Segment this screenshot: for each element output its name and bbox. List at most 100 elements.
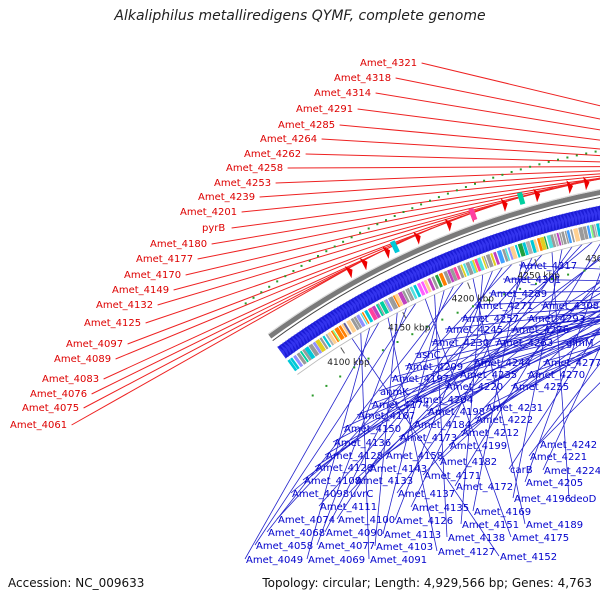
gene-arrow (486, 235, 493, 251)
cog-segment (481, 256, 488, 269)
gene-label: Amet_4301 (504, 275, 561, 286)
gc-dot (252, 296, 255, 299)
gene-label: Amet_4285 (278, 120, 335, 131)
gene-arrow (536, 220, 542, 236)
leader-line (438, 313, 600, 462)
gene-arrow-track (277, 205, 600, 359)
skew-dot (583, 269, 586, 272)
tick-mark (340, 347, 345, 354)
gene-label: Amet_4076 (30, 389, 87, 400)
genome-info-text: Topology: circular; Length: 4,929,566 bp… (262, 576, 592, 590)
cog-segment (514, 244, 521, 258)
gc-dot (420, 203, 423, 206)
gc-dot (510, 171, 513, 173)
cog-segment (472, 259, 479, 273)
leader-line (91, 240, 404, 395)
gene-label: Amet_4170 (124, 270, 181, 281)
gene-label: Amet_4277 (544, 358, 600, 369)
gc-dot (429, 199, 431, 202)
leader-line (211, 178, 600, 245)
cog-segment (539, 236, 547, 251)
gene-arrow (592, 206, 598, 222)
gene-label: Amet_4209 (406, 362, 463, 373)
gene-label: Amet_4133 (356, 476, 413, 487)
gene-label: Amet_4149 (112, 285, 169, 296)
gene-label: Amet_4198 (428, 407, 485, 418)
gc-dot (437, 196, 440, 199)
cog-segment (325, 333, 335, 346)
leader-line (444, 333, 600, 387)
gene-label: Amet_4175 (512, 533, 569, 544)
gene-label: Amet_4230 (432, 338, 489, 349)
gene-arrow (352, 297, 360, 312)
gc-dot (585, 152, 588, 155)
cog-segment (566, 230, 573, 244)
skew-dot (535, 282, 537, 285)
cog-segment (287, 359, 298, 372)
gene-label: Amet_4318 (334, 73, 391, 84)
gene-arrow (566, 212, 571, 228)
gene-arrow (302, 328, 312, 342)
cog-segment (434, 274, 443, 288)
cog-segment (397, 291, 408, 305)
gc-dot (317, 255, 319, 257)
leader-line (244, 322, 380, 560)
tick-label: 4250 kbp (518, 271, 561, 281)
gene-arrow (282, 342, 292, 356)
cog-segment (379, 301, 390, 315)
cog-segment (346, 319, 357, 333)
feature-block (517, 191, 526, 205)
cog-segment (578, 226, 586, 241)
gene-label: Amet_4158 (386, 451, 443, 462)
gene-label: Amet_4077 (318, 541, 375, 552)
leader-line (472, 278, 526, 525)
gene-label: Amet_4049 (246, 555, 303, 566)
leader-line (173, 180, 585, 291)
gene-label: Amet_4197 (392, 374, 449, 385)
gc-dot (455, 189, 458, 192)
leader-line (339, 124, 600, 150)
cog-segment (483, 255, 490, 269)
cog-segment (582, 226, 589, 240)
leader-line (185, 177, 600, 276)
gene-arrow (367, 289, 375, 304)
gc-dot (501, 173, 504, 176)
cog-segment (525, 240, 534, 255)
gene-label: Amet_4135 (412, 503, 469, 514)
gene-arrow (429, 258, 436, 274)
skew-dot (519, 287, 522, 290)
gene-label: Amet_4127 (438, 547, 495, 558)
gene-label: Amet_4097 (66, 339, 123, 350)
gene-arrow (276, 346, 287, 360)
cog-segment (561, 231, 567, 245)
gene-arrow (562, 213, 568, 229)
gene-label: Amet_4317 (520, 261, 577, 272)
gene-label: anmK (380, 387, 409, 398)
leader-line (357, 108, 600, 141)
gene-label: Amet_4111 (320, 502, 377, 513)
gene-arrow (569, 211, 575, 227)
skew-dot (381, 349, 384, 352)
gene-label: Amet_4321 (360, 58, 417, 69)
cog-segment (405, 289, 413, 302)
cog-segment (485, 254, 494, 268)
gene-arrow (516, 226, 522, 242)
skew-dot (396, 341, 399, 343)
gene-arrow (451, 249, 458, 265)
leader-line (460, 274, 484, 525)
cog-segment (504, 248, 511, 261)
gene-label: glmM (566, 338, 594, 349)
strand-arrow (583, 176, 590, 191)
gene-arrow (319, 317, 329, 331)
gc-dot (566, 156, 569, 159)
gene-arrow (460, 245, 467, 261)
gene-label: Amet_4239 (198, 192, 255, 203)
gene-label: Amet_4068 (268, 528, 325, 539)
leader-line (287, 166, 600, 169)
feature-block (390, 240, 400, 254)
gene-label: Amet_4201 (180, 207, 237, 218)
gene-label: Amet_4199 (450, 441, 507, 452)
leader-line (430, 316, 600, 343)
gene-label: Amet_4255 (512, 382, 569, 393)
